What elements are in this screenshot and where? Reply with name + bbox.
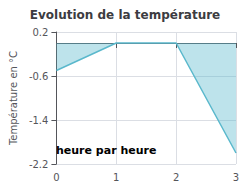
svg-text:3: 3 — [233, 172, 239, 183]
svg-text:2: 2 — [173, 172, 179, 183]
svg-text:0: 0 — [53, 172, 59, 183]
svg-text:1: 1 — [113, 172, 119, 183]
svg-text:Evolution de la température: Evolution de la température — [30, 8, 221, 22]
svg-text:-0.6: -0.6 — [29, 71, 49, 82]
svg-text:heure par heure: heure par heure — [56, 144, 156, 157]
svg-text:-1.4: -1.4 — [29, 115, 49, 126]
svg-text:-2.2: -2.2 — [29, 159, 49, 170]
svg-text:0.2: 0.2 — [33, 27, 49, 38]
svg-text:Température en °C: Température en °C — [8, 51, 19, 146]
